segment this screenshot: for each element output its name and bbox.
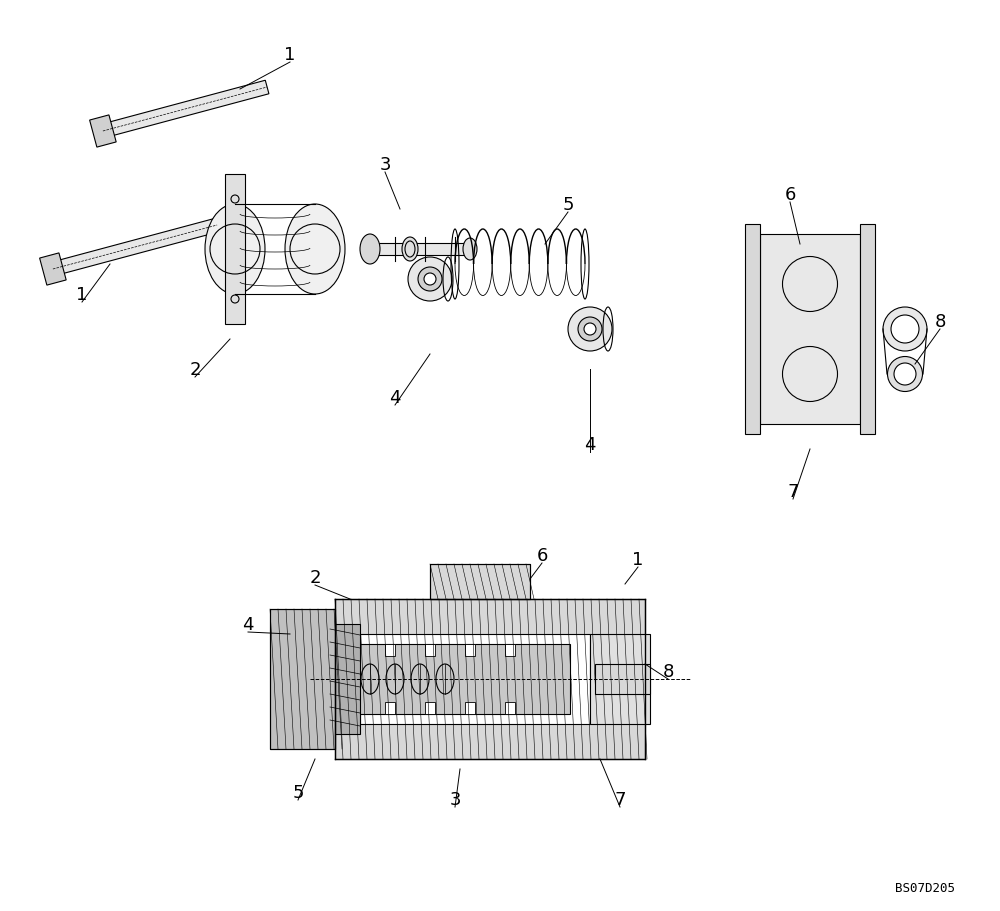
- Bar: [270, 609, 335, 749]
- Polygon shape: [225, 175, 245, 324]
- Text: 7: 7: [787, 483, 799, 500]
- Polygon shape: [385, 702, 395, 714]
- Ellipse shape: [402, 238, 418, 261]
- Text: 8: 8: [662, 662, 674, 681]
- Polygon shape: [465, 702, 475, 714]
- Polygon shape: [335, 599, 645, 759]
- Text: 2: 2: [309, 568, 321, 587]
- Polygon shape: [505, 644, 515, 656]
- Ellipse shape: [584, 323, 596, 335]
- Polygon shape: [360, 634, 590, 724]
- Ellipse shape: [568, 308, 612, 352]
- Polygon shape: [425, 644, 435, 656]
- Polygon shape: [430, 565, 530, 599]
- Ellipse shape: [424, 273, 436, 286]
- Polygon shape: [860, 225, 875, 435]
- Polygon shape: [505, 702, 515, 714]
- Text: 1: 1: [632, 550, 644, 568]
- Polygon shape: [90, 116, 116, 148]
- Text: 7: 7: [614, 790, 626, 808]
- Ellipse shape: [891, 315, 919, 343]
- Polygon shape: [425, 702, 435, 714]
- Ellipse shape: [285, 205, 345, 294]
- Polygon shape: [590, 634, 650, 724]
- Polygon shape: [270, 609, 335, 749]
- Polygon shape: [370, 244, 470, 256]
- Text: 1: 1: [284, 46, 296, 64]
- Text: 4: 4: [389, 389, 401, 406]
- Polygon shape: [385, 644, 395, 656]
- Text: 5: 5: [562, 196, 574, 214]
- Polygon shape: [40, 253, 66, 286]
- Text: 4: 4: [584, 435, 596, 454]
- Text: 4: 4: [242, 615, 254, 633]
- Polygon shape: [465, 644, 475, 656]
- Text: 3: 3: [379, 156, 391, 174]
- Polygon shape: [745, 225, 760, 435]
- Polygon shape: [101, 81, 269, 138]
- Ellipse shape: [888, 357, 922, 392]
- Ellipse shape: [578, 318, 602, 342]
- Ellipse shape: [418, 268, 442, 292]
- Polygon shape: [350, 644, 570, 714]
- Text: BS07D205: BS07D205: [895, 881, 955, 894]
- Text: 6: 6: [536, 547, 548, 565]
- Ellipse shape: [894, 363, 916, 385]
- Text: 8: 8: [934, 312, 946, 331]
- Polygon shape: [760, 235, 860, 425]
- Text: 5: 5: [292, 783, 304, 801]
- Bar: [595, 664, 650, 694]
- Ellipse shape: [408, 258, 452, 302]
- Polygon shape: [51, 219, 219, 276]
- Text: 2: 2: [189, 361, 201, 379]
- Ellipse shape: [205, 205, 265, 294]
- Bar: [430, 565, 530, 599]
- Polygon shape: [330, 624, 360, 734]
- Text: 6: 6: [784, 186, 796, 204]
- Ellipse shape: [883, 308, 927, 352]
- Ellipse shape: [360, 235, 380, 265]
- Ellipse shape: [463, 239, 477, 261]
- Text: 3: 3: [449, 790, 461, 808]
- Text: 1: 1: [76, 286, 88, 303]
